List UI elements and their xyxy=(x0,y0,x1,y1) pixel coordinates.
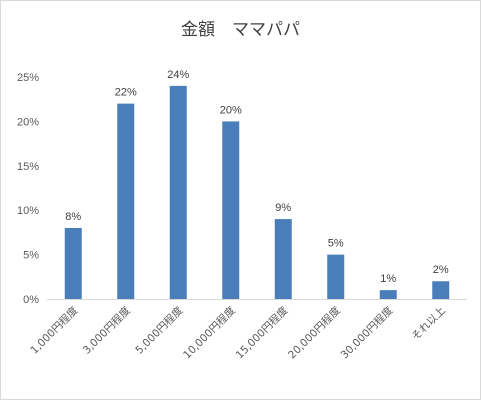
x-tick-label: 5,000円程度 xyxy=(133,304,186,357)
x-tick-label: 20,000円程度 xyxy=(285,304,343,362)
x-tick-label: 10,000円程度 xyxy=(180,304,238,362)
x-tick-label: 1,000円程度 xyxy=(28,304,81,357)
bar xyxy=(64,227,82,299)
bar xyxy=(379,290,397,299)
bar xyxy=(222,121,240,300)
data-label: 1% xyxy=(380,273,396,285)
y-tick-label: 15% xyxy=(17,161,39,173)
data-label: 20% xyxy=(220,104,242,116)
x-tick-label: 30,000円程度 xyxy=(338,304,396,362)
data-label: 8% xyxy=(65,211,81,223)
x-axis: 1,000円程度 3,000円程度 5,000円程度10,000円程度15,000円… xyxy=(28,299,467,362)
bar xyxy=(274,219,292,299)
data-labels: 8% 22% 24% 20% 9% 5% 1% 2% xyxy=(65,69,449,285)
y-axis: 0% 5% 10% 15% 20% 25% xyxy=(17,72,39,306)
x-tick-label: 3,000円程度 xyxy=(80,304,133,357)
bar xyxy=(117,103,135,299)
bar xyxy=(432,281,450,299)
bar xyxy=(169,85,187,299)
bar xyxy=(327,254,345,299)
data-label: 24% xyxy=(167,69,189,81)
y-tick-label: 20% xyxy=(17,116,39,128)
chart-title: 金額 ママパパ xyxy=(181,20,300,40)
data-label: 5% xyxy=(328,238,344,250)
data-label: 9% xyxy=(275,202,291,214)
y-tick-label: 0% xyxy=(23,294,39,306)
bars xyxy=(64,85,450,300)
y-tick-label: 5% xyxy=(23,250,39,262)
y-tick-label: 25% xyxy=(17,72,39,84)
x-tick-label: 15,000円程度 xyxy=(233,304,291,362)
y-tick-label: 10% xyxy=(17,205,39,217)
x-tick-label: それ以上 xyxy=(410,305,448,343)
data-label: 22% xyxy=(115,87,137,99)
data-label: 2% xyxy=(433,264,449,276)
